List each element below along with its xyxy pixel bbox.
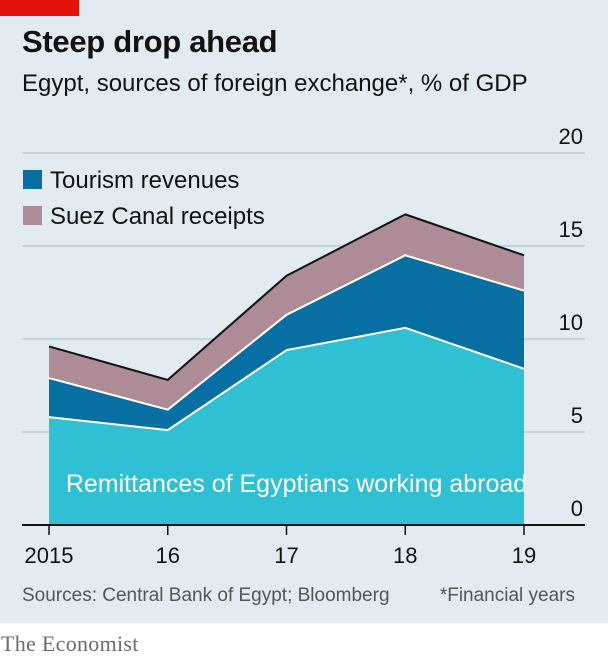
x-tick-label: 18 (393, 543, 417, 568)
stacked-areas (49, 214, 524, 525)
legend-swatch (23, 170, 42, 189)
series-lines (48, 213, 525, 432)
remittances-area-label: Remittances of Egyptians working abroad (66, 470, 527, 498)
legend: Tourism revenues Suez Canal receipts (23, 167, 265, 230)
brand-logo: The Economist (1, 631, 139, 656)
footnote: *Financial years (439, 585, 575, 606)
area-series-3 (49, 214, 524, 410)
y-tick-label: 5 (571, 403, 583, 428)
y-tick-label: 0 (571, 496, 583, 521)
layer-boundary-line (48, 326, 525, 432)
brand-bar (0, 623, 608, 662)
legend-label: Suez Canal receipts (50, 203, 265, 230)
area-series-2 (49, 255, 524, 431)
y-tick-label: 20 (559, 124, 583, 149)
legend-swatch (23, 206, 42, 225)
total-line (48, 213, 525, 381)
layer-boundary-line (48, 254, 525, 411)
chart-title: Steep drop ahead (22, 24, 278, 59)
x-tick-label: 2015 (25, 543, 74, 568)
area-series-1 (49, 327, 524, 525)
y-tick-label: 10 (559, 310, 583, 335)
x-tick-label: 19 (512, 543, 536, 568)
x-tick-label: 17 (274, 543, 298, 568)
x-tick-label: 16 (156, 543, 180, 568)
chart-svg: 0 5 10 15 20 2015 16 17 18 19 Tourism revenues Sue… (22, 124, 585, 568)
axes: 0 5 10 15 20 2015 16 17 18 19 (22, 124, 585, 568)
brand-red-tab (0, 0, 79, 16)
chart-subtitle: Egypt, sources of foreign exchange*, % o… (22, 70, 528, 97)
legend-label: Tourism revenues (50, 167, 239, 194)
y-tick-label: 15 (559, 217, 583, 242)
source-note: Sources: Central Bank of Egypt; Bloomber… (22, 585, 390, 606)
